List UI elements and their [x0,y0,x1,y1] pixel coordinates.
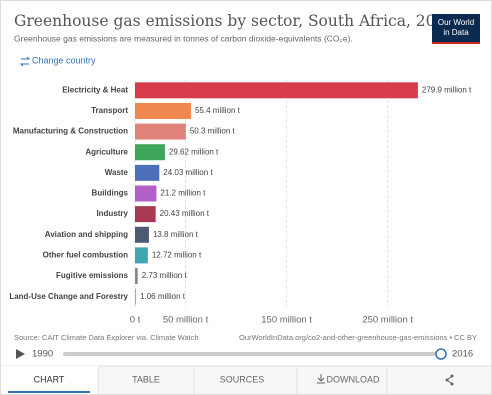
bar [135,226,149,243]
tabs: CHART TABLE SOURCES DOWNLOAD [34,367,388,394]
chart-title: Greenhouse gas emissions by sector, Sout… [14,12,455,30]
bar [135,144,165,161]
bar [135,164,160,181]
category-label: Transport [91,106,128,115]
share-icon [446,375,453,385]
category-label: Buildings [92,189,129,198]
change-country-label[interactable]: Change country [32,55,96,65]
value-label: 13.8 million t [153,230,199,239]
active-tab-bg [1,366,98,394]
bar [135,268,138,285]
timeline-knob[interactable] [435,348,447,360]
bar [135,102,191,119]
plot: 0 t 50 million t 150 million t 250 million … [9,80,472,326]
value-label: 55.4 million t [195,106,241,115]
tab[interactable]: DOWNLOAD [326,374,380,384]
logo-text: Our World [438,18,474,27]
tab[interactable]: CHART [34,374,65,384]
logo [432,14,480,44]
category-label: Land-Use Change and Forestry [9,292,128,301]
value-label: 50.3 million t [190,127,236,136]
timeline-end: 2016 [452,349,473,360]
x-tick-label: 150 million t [261,315,312,326]
category-label: Waste [105,168,129,177]
swap-icon [19,56,31,67]
value-label: 2.73 million t [142,271,188,280]
x-tick-label: 250 million t [362,315,413,326]
value-label: 279.9 million t [422,85,472,94]
x-tick-label: 0 t [130,315,141,326]
logo-text: in Data [443,28,469,37]
bar [135,247,148,264]
value-label: 1.06 million t [140,292,186,301]
source: Source: CAIT Climate Data Explorer via. … [14,333,199,342]
value-label: 29.62 million t [169,147,219,156]
x-tick-label: 50 million t [163,315,209,326]
download-icon [317,374,325,384]
bar [135,82,418,99]
play-button[interactable] [16,349,25,359]
change-country[interactable]: Change country [19,55,96,67]
category-label: Manufacturing & Construction [13,127,128,136]
category-label: Agriculture [85,147,128,156]
category-label: Industry [96,209,128,218]
bar [135,288,137,305]
category-label: Fugitive emissions [56,271,129,280]
bar [135,206,156,223]
url: OurWorldInData.org/co2-and-other-greenho… [239,333,477,342]
bar [135,185,157,202]
logo-underline [432,42,480,44]
value-label: 21.2 million t [160,189,206,198]
value-label: 20.43 million t [160,209,210,218]
value-label: 12.72 million t [152,251,202,260]
category-label: Aviation and shipping [45,230,128,239]
category-label: Electricity & Heat [62,85,128,94]
timeline-start: 1990 [32,349,53,360]
chart-subtitle: Greenhouse gas emissions are measured in… [14,33,353,43]
category-label: Other fuel combustion [43,251,128,260]
tab[interactable]: TABLE [132,374,160,384]
tab[interactable]: SOURCES [220,374,265,384]
bar [135,123,186,140]
share-tab[interactable] [445,374,454,386]
value-label: 24.03 million t [163,168,213,177]
